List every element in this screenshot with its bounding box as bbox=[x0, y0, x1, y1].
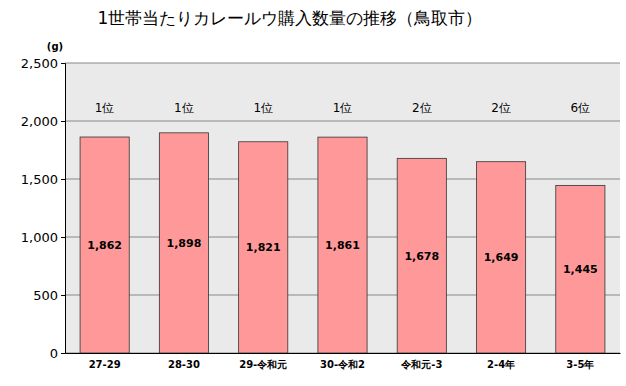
x-tick-label: 29-令和元 bbox=[239, 359, 287, 370]
x-tick: 27-29 bbox=[89, 353, 121, 370]
annotation: 2位 bbox=[412, 101, 432, 115]
y-axis: 0 500 1,000 1,500 2,000 2,500 bbox=[21, 56, 66, 361]
x-tick: 30-令和2 bbox=[320, 353, 365, 370]
y-tick: 0 bbox=[50, 346, 65, 361]
bar bbox=[159, 133, 208, 353]
data-label: 1,445 bbox=[563, 263, 598, 276]
x-tick-label: 28-30 bbox=[168, 359, 200, 370]
x-tick-label: 令和元-3 bbox=[400, 359, 442, 370]
y-tick-label: 1,000 bbox=[21, 230, 58, 245]
grid bbox=[65, 63, 620, 353]
y-tick: 500 bbox=[33, 288, 65, 303]
bar bbox=[239, 142, 288, 353]
x-tick: 令和元-3 bbox=[400, 353, 442, 370]
y-tick-label: 2,000 bbox=[21, 114, 58, 129]
grid-line bbox=[65, 121, 620, 122]
x-tick-label: 3-5年 bbox=[566, 359, 594, 370]
x-tick-label: 30-令和2 bbox=[320, 359, 365, 370]
y-tick-label: 2,500 bbox=[21, 56, 58, 71]
data-label: 1,678 bbox=[404, 250, 439, 263]
data-label: 1,898 bbox=[167, 237, 202, 250]
data-label: 1,649 bbox=[484, 251, 519, 264]
y-tick-mark bbox=[61, 237, 65, 238]
annotation: 1位 bbox=[333, 101, 353, 115]
y-tick-label: 500 bbox=[33, 288, 58, 303]
y-tick-label: 0 bbox=[50, 346, 58, 361]
annotation: 2位 bbox=[491, 101, 511, 115]
chart: 1世帯当たりカレールウ購入数量の推移（鳥取市） (g) 1,862 1,898 1,82… bbox=[0, 0, 626, 386]
y-axis-title: (g) bbox=[47, 41, 63, 52]
y-tick: 2,000 bbox=[21, 114, 65, 129]
x-tick: 29-令和元 bbox=[239, 353, 287, 370]
bar bbox=[397, 158, 446, 353]
annotation: 1位 bbox=[174, 101, 194, 115]
x-tick: 2-4年 bbox=[487, 353, 515, 370]
grid-line bbox=[65, 63, 620, 64]
annotation: 1位 bbox=[95, 101, 115, 115]
x-axis-line bbox=[66, 353, 621, 354]
plot: 1,8621,8981,8211,8611,6781,6491,4451位1位1… bbox=[21, 56, 621, 370]
x-tick: 3-5年 bbox=[566, 353, 594, 370]
y-tick: 1,000 bbox=[21, 230, 65, 245]
y-tick-mark bbox=[61, 121, 65, 122]
y-tick-mark bbox=[61, 353, 65, 354]
data-labels: 1,862 1,898 1,821 1,861 1,678 1,649 1,445 bbox=[87, 237, 598, 276]
x-tick-label: 27-29 bbox=[89, 359, 121, 370]
bar bbox=[476, 162, 525, 353]
annotation: 1位 bbox=[253, 101, 273, 115]
bar bbox=[556, 185, 605, 353]
x-tick-label: 2-4年 bbox=[487, 359, 515, 370]
data-label: 1,862 bbox=[87, 239, 122, 252]
y-tick-mark bbox=[61, 295, 65, 296]
y-tick: 2,500 bbox=[21, 56, 65, 71]
annotation: 6位 bbox=[571, 101, 591, 115]
annotations: 1位 1位 1位 1位 2位 2位 6位 bbox=[95, 101, 590, 115]
y-tick-mark bbox=[61, 63, 65, 64]
y-axis-line bbox=[61, 64, 66, 354]
x-tick: 28-30 bbox=[168, 353, 200, 370]
bar bbox=[80, 137, 129, 353]
y-tick-mark bbox=[61, 179, 65, 180]
bar bbox=[318, 137, 367, 353]
y-tick: 1,500 bbox=[21, 172, 65, 187]
x-axis: 27-29 28-30 29-令和元 30-令和2 令和元-3 2-4年 3-5年 bbox=[66, 353, 621, 370]
title: 1世帯当たりカレールウ購入数量の推移（鳥取市） bbox=[98, 8, 483, 28]
y-tick-label: 1,500 bbox=[21, 172, 58, 187]
data-label: 1,821 bbox=[246, 241, 281, 254]
bars bbox=[80, 133, 605, 353]
data-label: 1,861 bbox=[325, 239, 360, 252]
plot-background bbox=[65, 63, 620, 353]
